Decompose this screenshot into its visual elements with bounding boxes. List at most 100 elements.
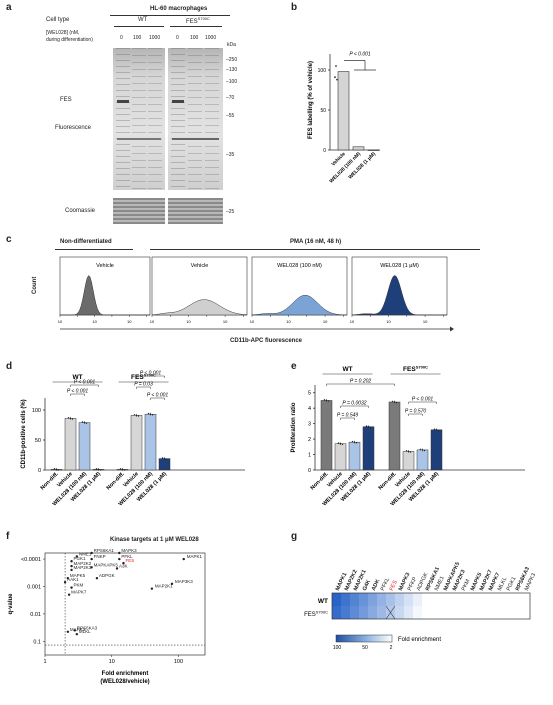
b-bar — [352, 146, 365, 151]
f-ytick-label: <0.0001 — [21, 557, 41, 563]
f-point — [70, 560, 73, 563]
bar — [158, 458, 171, 471]
point — [119, 468, 122, 470]
f-point-label: FNKP — [94, 554, 106, 559]
point — [69, 417, 72, 420]
kda-label: kDa — [227, 42, 236, 48]
f-xlabel-1: Fold enrichment — [102, 671, 149, 677]
c-xtick-label: 10 — [127, 319, 132, 324]
f-point — [170, 582, 174, 586]
point — [85, 422, 88, 424]
g-cell-wt — [359, 593, 368, 606]
c-histogram — [151, 299, 248, 316]
sig-bracket — [136, 386, 151, 389]
f-point-label: A3K — [119, 563, 128, 568]
point — [351, 440, 354, 443]
c-panel-title: WEL028 (1 μM) — [380, 263, 419, 269]
f-point — [95, 577, 99, 580]
c-xtick-label: 10 — [423, 319, 428, 324]
g-kinase-label: G4K — [362, 579, 372, 592]
pval: P = 0.570 — [405, 409, 427, 415]
conc-label-2: during differentiation) — [46, 37, 93, 43]
point — [67, 417, 70, 419]
conc-label-1: [WEL028] (nM, — [46, 30, 80, 36]
point — [147, 412, 150, 415]
point — [97, 468, 100, 471]
b-bar — [337, 71, 350, 151]
bar — [78, 422, 91, 471]
g-cell-wt — [413, 593, 422, 606]
point — [325, 399, 328, 402]
c-xtick-label: 10 — [92, 319, 97, 324]
g-cell-wt — [449, 593, 458, 606]
point — [433, 428, 436, 430]
point — [435, 429, 438, 431]
f-point — [182, 557, 185, 561]
g-cell-wt — [341, 593, 350, 606]
g-missing-mark — [385, 605, 396, 620]
xtick-label: Non-diff. — [106, 471, 127, 492]
point — [123, 469, 126, 471]
point — [355, 442, 358, 444]
g-kinase-label: PFKP — [407, 576, 419, 592]
bar — [430, 429, 443, 471]
point — [71, 418, 74, 420]
c-xtick-label: 10 — [223, 319, 228, 324]
g-cell-wt — [404, 593, 413, 606]
point — [53, 468, 56, 470]
g-cell-wt — [503, 593, 512, 606]
ytick-label: 1 — [308, 453, 311, 459]
group-fes: FESS700C — [131, 373, 156, 382]
f-point-label: MAP2K2 — [74, 561, 92, 566]
g-cell-wt — [368, 593, 377, 606]
f-point-label: MAPK1 — [187, 554, 203, 559]
ylabel: CD11b-positive cells (%) — [21, 399, 27, 468]
point — [353, 441, 356, 443]
g-cell-wt — [431, 593, 440, 606]
bar — [130, 415, 143, 471]
f-point-label: AAK1 — [67, 577, 79, 582]
c-x-arrowhead — [450, 326, 454, 332]
f-point — [75, 555, 79, 558]
f-xlabel-2: (WEL028/vehicle) — [100, 679, 149, 685]
g-cell-fes — [395, 606, 404, 619]
g-cell-fes — [350, 606, 359, 619]
b-point — [335, 65, 337, 67]
point — [133, 414, 136, 416]
sig-bracket — [70, 384, 99, 387]
sig-bracket — [408, 413, 423, 416]
f-point-label: RPS6KA3 — [77, 625, 98, 630]
point — [55, 468, 58, 471]
b-sig-bracket — [344, 60, 376, 71]
f-point-label: MAP2K1 — [155, 584, 173, 589]
panel-b-letter: b — [291, 2, 298, 13]
g-kinase-label: PFKL — [380, 577, 391, 592]
sig-bracket — [136, 375, 165, 378]
point — [367, 426, 370, 428]
pval: P < 0.001 — [412, 397, 434, 403]
f-point-label: MAPK5 — [70, 573, 86, 578]
g-kinase-label: FES — [389, 579, 399, 592]
f-point — [118, 557, 121, 561]
ytick-label: 2 — [308, 437, 311, 443]
g-row-wt: WT — [318, 598, 328, 605]
point — [341, 443, 344, 446]
c-histogram — [60, 275, 150, 316]
g-cell-wt — [377, 593, 386, 606]
fes-label: FESS700C — [186, 16, 210, 25]
point — [405, 450, 408, 452]
f-point — [63, 581, 67, 584]
f-point-label: MAPK3 — [70, 627, 86, 632]
point — [437, 429, 440, 432]
panel-c-letter: c — [6, 234, 12, 245]
point — [327, 400, 330, 402]
panel-f-title: Kinase targets at 1 μM WEL028 — [110, 537, 199, 543]
f-point — [90, 566, 93, 569]
wt-label: WT — [138, 17, 148, 23]
g-kinase-label: PGK1 — [506, 576, 518, 592]
c-xtick-label: 10 — [386, 319, 391, 324]
g-cell-fes — [413, 606, 422, 619]
panel-f-letter: f — [6, 531, 10, 542]
f-point — [122, 561, 125, 565]
